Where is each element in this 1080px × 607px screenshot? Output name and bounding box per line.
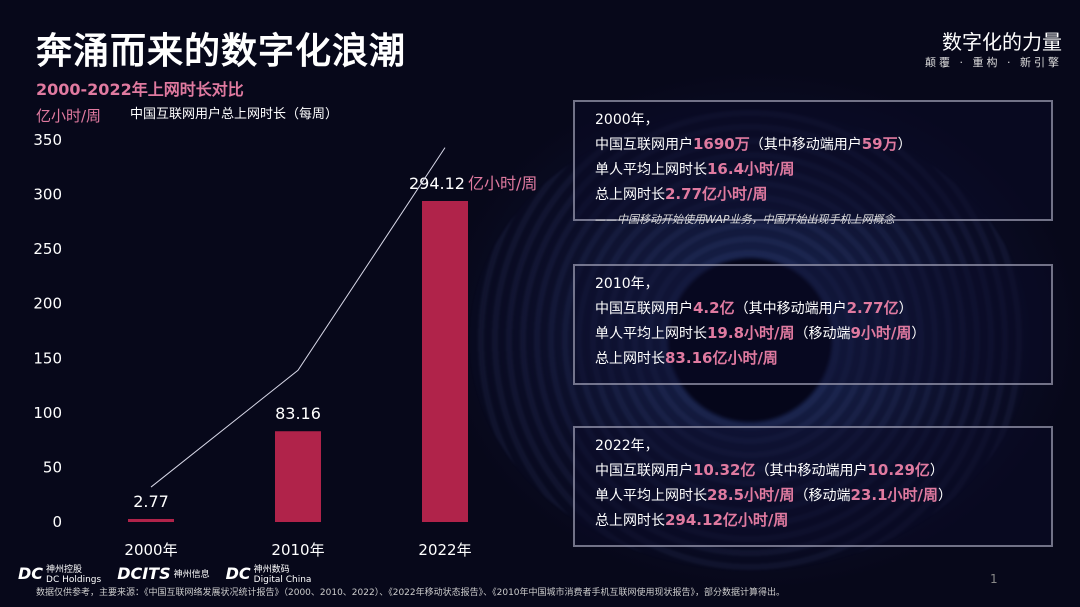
x-tick-label: 2000年 (124, 541, 177, 559)
logo-name: 神州控股 (46, 565, 83, 575)
avg-label: 单人平均上网时长 (595, 162, 707, 178)
bar-2000年 (128, 518, 174, 522)
info-box-2000: 2000年， 中国互联网用户1690万（其中移动端用户59万） 单人平均上网时长… (573, 100, 1053, 226)
mobile-avg-label: （移动端 (794, 488, 851, 504)
users-value: 1690万 (693, 135, 750, 153)
logo-mark-icon: DCITS (117, 564, 171, 583)
logo-1: DCITS 神州信息 (117, 562, 209, 585)
users-label: 中国互联网用户 (595, 301, 693, 317)
x-tick-label: 2010年 (271, 541, 324, 559)
line-legend: 中国互联网用户总上网时长（每周） (130, 107, 339, 122)
source-note: 数据仅供参考，主要来源：《中国互联网络发展状况统计报告》（2000、2010、2… (36, 588, 786, 598)
mobile-label: （其中移动端用户 (749, 137, 862, 153)
box-year: 2000年， (595, 112, 659, 128)
y-axis-unit: 亿小时/周 (36, 107, 102, 125)
info-box-2010: 2010年， 中国互联网用户4.2亿（其中移动端用户2.77亿） 单人平均上网时… (573, 264, 1053, 385)
paren: ） (929, 463, 944, 479)
mobile-avg-value: 9小时/周 (850, 324, 912, 342)
background-swirl (470, 110, 1030, 570)
page-title: 奔涌而来的数字化浪潮 (36, 31, 407, 72)
avg-label: 单人平均上网时长 (595, 326, 707, 342)
users-value: 10.32亿 (693, 461, 756, 479)
box-year: 2022年， (595, 438, 659, 454)
x-tick-label: 2022年 (418, 541, 471, 559)
logos: DC 神州控股 DC Holdings DCITS 神州信息 DC 神州数码 Digital … (18, 562, 311, 585)
y-tick-label: 150 (33, 349, 62, 367)
logo-mark-icon: DC (18, 564, 44, 583)
avg-value: 19.8小时/周 (707, 324, 795, 342)
data-label: 2.77 (133, 492, 169, 511)
logo-mark-icon: DC (225, 564, 251, 583)
y-tick-label: 300 (33, 186, 62, 204)
mobile-label: （其中移动端用户 (734, 301, 847, 317)
y-tick-label: 100 (33, 404, 62, 422)
avg-value: 28.5小时/周 (707, 486, 795, 504)
data-label: 294.12 (409, 174, 465, 193)
bar-2010年 (275, 431, 321, 522)
info-box-2022: 2022年， 中国互联网用户10.32亿（其中移动端用户10.29亿） 单人平均… (573, 426, 1053, 547)
box-year: 2010年， (595, 276, 659, 292)
y-tick-label: 0 (52, 513, 62, 531)
avg-value: 16.4小时/周 (707, 160, 795, 178)
mobile-value: 59万 (861, 135, 898, 153)
box-note: ——中国移动开始使用WAP业务，中国开始出现手机上网概念 (595, 213, 895, 226)
y-tick-label: 350 (33, 131, 62, 149)
logo-name: 神州数码 (253, 565, 290, 575)
users-label: 中国互联网用户 (595, 137, 693, 153)
logo-en: Digital China (253, 575, 312, 585)
users-value: 4.2亿 (693, 299, 735, 317)
total-label: 总上网时长 (595, 513, 665, 529)
mobile-label: （其中移动端用户 (755, 463, 868, 479)
bar-2022年 (422, 200, 468, 523)
mobile-value: 2.77亿 (846, 299, 899, 317)
total-value: 2.77亿小时/周 (665, 185, 768, 203)
mobile-avg-label: （移动端 (794, 326, 851, 342)
mobile-avg-value: 23.1小时/周 (850, 486, 939, 504)
logo-en: DC Holdings (46, 575, 102, 585)
logo-0: DC 神州控股 DC Holdings (18, 562, 101, 585)
total-label: 总上网时长 (595, 187, 665, 203)
page-number: 1 (990, 572, 998, 586)
mobile-value: 10.29亿 (867, 461, 930, 479)
brand-slogan: 颠覆 · 重构 · 新引擎 (925, 56, 1062, 69)
total-value: 83.16亿小时/周 (665, 349, 778, 367)
paren: ） (898, 301, 913, 317)
y-tick-label: 250 (33, 240, 62, 258)
y-tick-label: 200 (33, 295, 62, 313)
paren: ） (938, 488, 952, 504)
logo-name: 神州信息 (173, 570, 210, 580)
data-label-unit: 亿小时/周 (468, 174, 537, 193)
logo-2: DC 神州数码 Digital China (226, 562, 312, 585)
y-tick-label: 50 (43, 458, 62, 476)
avg-label: 单人平均上网时长 (595, 488, 707, 504)
trend-line (150, 147, 446, 488)
data-label: 83.16 (275, 404, 321, 423)
total-label: 总上网时长 (595, 351, 665, 367)
brand-name: 数字化的力量 (942, 30, 1062, 54)
page-subtitle: 2000-2022年上网时长对比 (36, 80, 244, 99)
total-value: 294.12亿小时/周 (665, 511, 789, 529)
paren: ） (911, 326, 926, 342)
bar-chart: 0 50 100 150 200 250 300 350 2.77 2000年 83.16 2010年… (33, 131, 537, 559)
users-label: 中国互联网用户 (595, 463, 693, 479)
paren: ） (897, 137, 912, 153)
